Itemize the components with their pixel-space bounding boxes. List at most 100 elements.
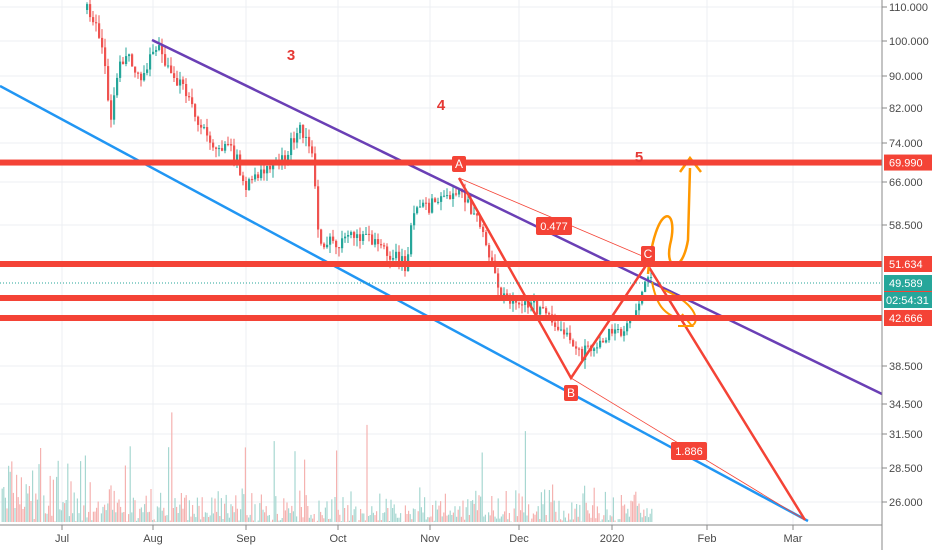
volume-bar bbox=[460, 516, 462, 522]
volume-bar bbox=[14, 508, 16, 522]
candle-body bbox=[563, 329, 566, 335]
volume-bar bbox=[304, 459, 306, 522]
volume-bar bbox=[484, 514, 486, 522]
volume-bar bbox=[438, 505, 440, 522]
volume-bar bbox=[451, 515, 453, 522]
candle-body bbox=[368, 233, 371, 235]
candle-body bbox=[122, 61, 125, 64]
volume-bar bbox=[510, 521, 512, 522]
volume-bar bbox=[92, 511, 94, 522]
price-tick-label: 31.500 bbox=[889, 429, 923, 441]
volume-bar bbox=[355, 506, 357, 522]
candle-body bbox=[365, 233, 368, 235]
volume-bar bbox=[321, 515, 323, 522]
candle-body bbox=[356, 234, 359, 238]
volume-bar bbox=[408, 510, 410, 522]
level-line[interactable] bbox=[0, 315, 882, 321]
horizontal-levels bbox=[0, 159, 882, 321]
current-price-label: 49.589 bbox=[889, 278, 923, 290]
candle-body bbox=[416, 207, 419, 214]
candle-body bbox=[512, 300, 515, 304]
candle-body bbox=[86, 4, 89, 10]
volume-bar bbox=[62, 502, 64, 522]
candle-body bbox=[377, 239, 380, 245]
projection-path[interactable] bbox=[646, 167, 692, 275]
time-axis[interactable]: Jul Aug Sep Oct Nov Dec 2020 Feb Mar bbox=[55, 525, 803, 545]
volume-bar bbox=[318, 500, 320, 522]
abc-pattern-line[interactable] bbox=[457, 177, 807, 521]
candle-body bbox=[476, 213, 479, 216]
volume-bar bbox=[134, 500, 136, 522]
fib-ratio-label: 0.477 bbox=[540, 221, 568, 233]
volume-bar bbox=[427, 517, 429, 522]
candle-body bbox=[179, 79, 182, 86]
volume-bar bbox=[160, 492, 162, 522]
volume-bar bbox=[568, 513, 570, 522]
price-tick-label: 28.500 bbox=[889, 463, 923, 475]
level-line[interactable] bbox=[0, 159, 882, 166]
channel-upper-line[interactable] bbox=[151, 38, 883, 396]
volume-bar bbox=[526, 515, 528, 522]
volume-bar bbox=[246, 515, 248, 522]
volume-bar bbox=[395, 513, 397, 522]
volume-bar bbox=[459, 506, 461, 522]
candle-body bbox=[581, 349, 584, 361]
fib-ratio-badge[interactable] bbox=[671, 442, 707, 460]
volume-bar bbox=[369, 515, 371, 522]
volume-bar bbox=[25, 484, 27, 522]
volume-bar bbox=[132, 497, 134, 522]
candle-body bbox=[557, 326, 560, 330]
volume-bar bbox=[307, 506, 309, 522]
level-line[interactable] bbox=[0, 261, 882, 267]
candle-body bbox=[227, 144, 230, 145]
volume-bar bbox=[36, 499, 38, 522]
volume-bar bbox=[499, 518, 501, 522]
level-price-tag bbox=[884, 256, 932, 272]
candle-body bbox=[392, 258, 395, 260]
volume-bar bbox=[305, 495, 307, 522]
volume-bar bbox=[457, 509, 459, 522]
volume-bar bbox=[480, 496, 482, 522]
volume-bar bbox=[651, 508, 653, 522]
candle-body bbox=[536, 300, 539, 315]
candle-body bbox=[209, 135, 212, 143]
level-price-tag bbox=[884, 154, 932, 171]
volume-bar bbox=[292, 511, 294, 522]
level-line[interactable] bbox=[0, 295, 882, 301]
volume-bar bbox=[398, 517, 400, 522]
fib-ratio-badge[interactable] bbox=[536, 217, 572, 235]
volume-bar bbox=[368, 516, 370, 522]
volume-bar bbox=[30, 501, 32, 522]
pattern-point-badge[interactable] bbox=[641, 246, 655, 262]
candle-body bbox=[203, 127, 206, 129]
volume-bar bbox=[17, 497, 19, 522]
candle-body bbox=[626, 323, 629, 332]
price-axis[interactable]: 110.000 100.000 90.000 82.000 74.000 66.000 58… bbox=[882, 2, 932, 509]
volume-bar bbox=[233, 512, 235, 522]
volume-bar bbox=[604, 491, 606, 522]
candle-body bbox=[149, 54, 152, 70]
volume-bar bbox=[462, 500, 464, 522]
pattern-point-badge[interactable] bbox=[452, 156, 466, 172]
volume-bar bbox=[89, 482, 91, 522]
candle-body bbox=[197, 116, 200, 125]
volume-bar bbox=[100, 513, 102, 522]
candle-body bbox=[539, 307, 542, 315]
candle-body bbox=[182, 79, 185, 84]
volume-bar bbox=[49, 475, 51, 522]
volume-bar bbox=[51, 515, 53, 522]
pattern-point-badge[interactable] bbox=[564, 385, 578, 401]
volume-bar bbox=[4, 497, 6, 522]
volume-bar bbox=[107, 503, 109, 522]
candle-body bbox=[635, 310, 638, 318]
volume-bar bbox=[435, 500, 437, 522]
volume-bar bbox=[219, 516, 221, 522]
candle-body bbox=[455, 193, 458, 195]
volume-bar bbox=[614, 520, 616, 522]
volume-bar bbox=[126, 521, 128, 522]
volume-bar bbox=[115, 512, 117, 522]
volume-bar bbox=[424, 497, 426, 522]
volume-bar bbox=[576, 504, 578, 522]
volume-bar bbox=[516, 516, 518, 522]
